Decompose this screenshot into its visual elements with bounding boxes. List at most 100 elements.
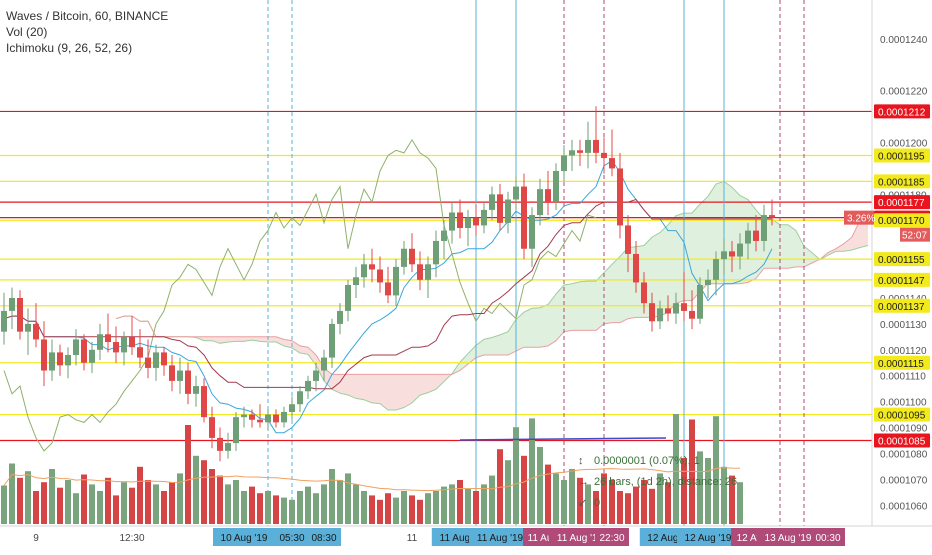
- candle-body[interactable]: [513, 186, 519, 200]
- candle-body[interactable]: [345, 285, 351, 311]
- candle-body[interactable]: [337, 310, 343, 324]
- candle-body[interactable]: [41, 339, 47, 371]
- candle-body[interactable]: [649, 303, 655, 322]
- candle-body[interactable]: [529, 215, 535, 249]
- candle-body[interactable]: [89, 349, 95, 363]
- candle-body[interactable]: [321, 357, 327, 371]
- candle-body[interactable]: [81, 339, 87, 363]
- candle-body[interactable]: [9, 297, 15, 311]
- candle-body[interactable]: [601, 152, 607, 159]
- candle-body[interactable]: [353, 277, 359, 286]
- candle-body[interactable]: [641, 282, 647, 304]
- candle-body[interactable]: [505, 199, 511, 223]
- candle-body[interactable]: [401, 248, 407, 267]
- candle-body[interactable]: [593, 139, 599, 153]
- candle-body[interactable]: [537, 189, 543, 216]
- price-level-tag[interactable]: [874, 433, 930, 448]
- price-level-tag[interactable]: [874, 104, 930, 119]
- price-level-tag[interactable]: [874, 174, 930, 189]
- candle-body[interactable]: [497, 194, 503, 223]
- candle-body[interactable]: [137, 347, 143, 358]
- candle-body[interactable]: [65, 354, 71, 366]
- candle-body[interactable]: [665, 308, 671, 314]
- candle-body[interactable]: [33, 323, 39, 340]
- candle-body[interactable]: [361, 264, 367, 278]
- candle-body[interactable]: [737, 243, 743, 257]
- candle-body[interactable]: [289, 404, 295, 412]
- candle-body[interactable]: [473, 217, 479, 226]
- candle-body[interactable]: [705, 279, 711, 286]
- candle-body[interactable]: [577, 150, 583, 153]
- candle-body[interactable]: [305, 380, 311, 392]
- price-level-tag[interactable]: [874, 355, 930, 370]
- candle-body[interactable]: [273, 414, 279, 423]
- candle-body[interactable]: [585, 139, 591, 153]
- candle-body[interactable]: [617, 168, 623, 226]
- candle-body[interactable]: [569, 150, 575, 156]
- candle-body[interactable]: [105, 334, 111, 343]
- candle-body[interactable]: [761, 215, 767, 241]
- ichimoku-indicator-label[interactable]: Ichimoku (9, 26, 52, 26): [6, 41, 133, 55]
- candle-body[interactable]: [481, 209, 487, 226]
- candle-body[interactable]: [281, 411, 287, 423]
- price-level-tag[interactable]: [874, 407, 930, 422]
- candle-body[interactable]: [409, 248, 415, 265]
- price-level-tag[interactable]: [874, 213, 930, 228]
- candle-body[interactable]: [233, 417, 239, 444]
- candle-body[interactable]: [689, 310, 695, 319]
- candle-body[interactable]: [241, 414, 247, 418]
- candle-body[interactable]: [681, 303, 687, 311]
- candle-body[interactable]: [73, 339, 79, 355]
- candle-body[interactable]: [17, 297, 23, 332]
- candle-body[interactable]: [169, 365, 175, 381]
- candle-body[interactable]: [417, 264, 423, 280]
- candle-body[interactable]: [657, 308, 663, 322]
- candle-body[interactable]: [177, 370, 183, 381]
- candle-body[interactable]: [433, 240, 439, 265]
- volume-indicator-label[interactable]: Vol (20): [6, 25, 48, 39]
- price-level-tag[interactable]: [874, 272, 930, 287]
- candle-body[interactable]: [673, 303, 679, 314]
- candle-body[interactable]: [769, 215, 775, 218]
- candle-body[interactable]: [185, 370, 191, 394]
- trend-line[interactable]: [459, 437, 667, 441]
- candle-body[interactable]: [545, 189, 551, 203]
- candle-body[interactable]: [377, 269, 383, 283]
- candle-body[interactable]: [25, 323, 31, 332]
- price-level-tag[interactable]: [874, 195, 930, 210]
- candle-body[interactable]: [225, 443, 231, 451]
- symbol-title[interactable]: Waves / Bitcoin, 60, BINANCE: [6, 9, 169, 23]
- candle-body[interactable]: [201, 386, 207, 418]
- candle-body[interactable]: [393, 266, 399, 296]
- candle-body[interactable]: [329, 323, 335, 358]
- candle-body[interactable]: [265, 414, 271, 423]
- candle-body[interactable]: [561, 155, 567, 172]
- price-level-tag[interactable]: [874, 298, 930, 313]
- candle-body[interactable]: [97, 334, 103, 350]
- candle-body[interactable]: [521, 186, 527, 249]
- candle-body[interactable]: [633, 253, 639, 283]
- candle-body[interactable]: [489, 194, 495, 210]
- candle-body[interactable]: [753, 230, 759, 241]
- candle-body[interactable]: [449, 212, 455, 231]
- candle-body[interactable]: [1, 310, 7, 332]
- candle-body[interactable]: [209, 417, 215, 438]
- candle-body[interactable]: [721, 251, 727, 260]
- candle-body[interactable]: [609, 158, 615, 169]
- candle-body[interactable]: [369, 264, 375, 270]
- candle-body[interactable]: [153, 352, 159, 368]
- candle-body[interactable]: [553, 171, 559, 203]
- candle-body[interactable]: [441, 230, 447, 241]
- price-level-tag[interactable]: [874, 148, 930, 163]
- candle-body[interactable]: [249, 414, 255, 420]
- candle-body[interactable]: [713, 259, 719, 280]
- candle-body[interactable]: [697, 285, 703, 319]
- candle-body[interactable]: [161, 352, 167, 366]
- candle-body[interactable]: [297, 391, 303, 405]
- candle-body[interactable]: [385, 282, 391, 296]
- candle-body[interactable]: [257, 419, 263, 423]
- candle-body[interactable]: [217, 437, 223, 451]
- candle-body[interactable]: [145, 357, 151, 368]
